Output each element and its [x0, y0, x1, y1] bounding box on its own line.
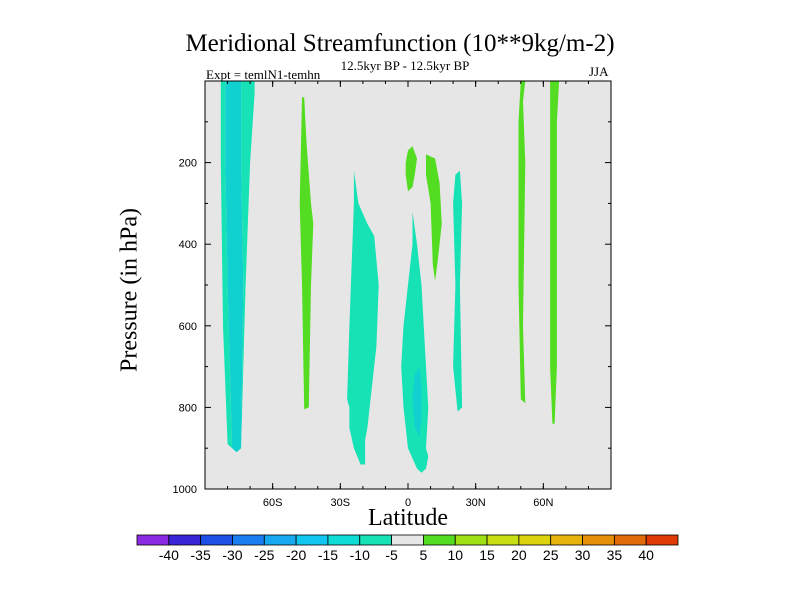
- contour-region-8: [426, 154, 442, 281]
- colorbar-label-5: -15: [318, 547, 338, 563]
- contour-region-0: [225, 81, 244, 453]
- colorbar-label-1: -35: [191, 547, 211, 563]
- colorbar-label-0: -40: [159, 547, 179, 563]
- y-tick-label-2: 600: [179, 321, 197, 333]
- colorbar: -40 -35 -30 -25 -20 -15 -10 -5 5 10 15 20 25 30 35 40: [136, 534, 679, 563]
- colorbar-box-13: [550, 534, 583, 546]
- x-tick-label-2: 0: [405, 497, 411, 509]
- colorbar-box-7: [359, 534, 392, 546]
- y-tick-label-0: 200: [179, 158, 197, 170]
- chart-title: Meridional Streamfunction (10**9kg/m-2): [185, 30, 615, 57]
- contour-region-10: [518, 81, 526, 404]
- colorbar-box-15: [613, 534, 647, 546]
- colorbar-box-8: [391, 534, 424, 546]
- colorbar-box-11: [486, 534, 520, 546]
- x-tick-label-3: 30N: [466, 497, 486, 509]
- colorbar-label-13: 30: [575, 547, 591, 563]
- colorbar-label-9: 10: [447, 547, 463, 563]
- x-tick-label-1: 30S: [331, 497, 351, 509]
- x-tick-label-4: 60N: [533, 497, 553, 509]
- colorbar-box-5: [295, 534, 329, 546]
- colorbar-label-10: 15: [479, 547, 495, 563]
- contour-region-5: [401, 211, 429, 473]
- colorbar-box-10: [454, 534, 488, 546]
- contour-region-9: [453, 170, 463, 412]
- colorbar-box-1: [168, 534, 202, 546]
- chart-subtitle: 12.5kyr BP - 12.5kyr BP: [340, 58, 470, 73]
- y-tick-label-1: 400: [179, 239, 197, 251]
- contour-region-2: [241, 81, 255, 449]
- colorbar-box-4: [263, 534, 297, 546]
- contour-region-1: [220, 81, 233, 449]
- colorbar-box-16: [645, 534, 679, 546]
- colorbar-label-6: -10: [350, 547, 370, 563]
- contour-region-7: [405, 146, 417, 192]
- colorbar-label-2: -30: [222, 547, 242, 563]
- contour-region-4: [347, 170, 379, 465]
- experiment-label: Expt = temlN1-temhn: [206, 67, 321, 82]
- colorbar-box-6: [327, 534, 361, 546]
- colorbar-label-14: 35: [607, 547, 623, 563]
- colorbar-box-3: [232, 534, 265, 546]
- colorbar-label-11: 20: [511, 547, 527, 563]
- contour-region-6: [412, 366, 422, 436]
- contour-region-3: [299, 97, 314, 410]
- colorbar-box-0: [136, 534, 170, 546]
- season-label: JJA: [589, 64, 609, 79]
- axis-ticks: 60S 30S 0 30N 60N 200 400 600 800 1000: [173, 81, 611, 509]
- colorbar-box-9: [423, 534, 456, 546]
- colorbar-box-2: [200, 534, 233, 546]
- colorbar-label-15: 40: [638, 547, 654, 563]
- y-tick-label-3: 800: [179, 402, 197, 414]
- colorbar-label-3: -25: [254, 547, 274, 563]
- x-tick-label-0: 60S: [263, 497, 283, 509]
- y-tick-label-4: 1000: [173, 484, 197, 496]
- colorbar-box-14: [582, 534, 615, 546]
- contour-regions: [220, 81, 560, 473]
- colorbar-label-4: -20: [286, 547, 306, 563]
- colorbar-label-7: -5: [385, 547, 398, 563]
- colorbar-box-12: [518, 534, 552, 546]
- x-axis-label: Latitude: [368, 505, 448, 531]
- colorbar-label-12: 25: [543, 547, 559, 563]
- colorbar-label-8: 5: [420, 547, 428, 563]
- contour-region-11: [550, 81, 560, 424]
